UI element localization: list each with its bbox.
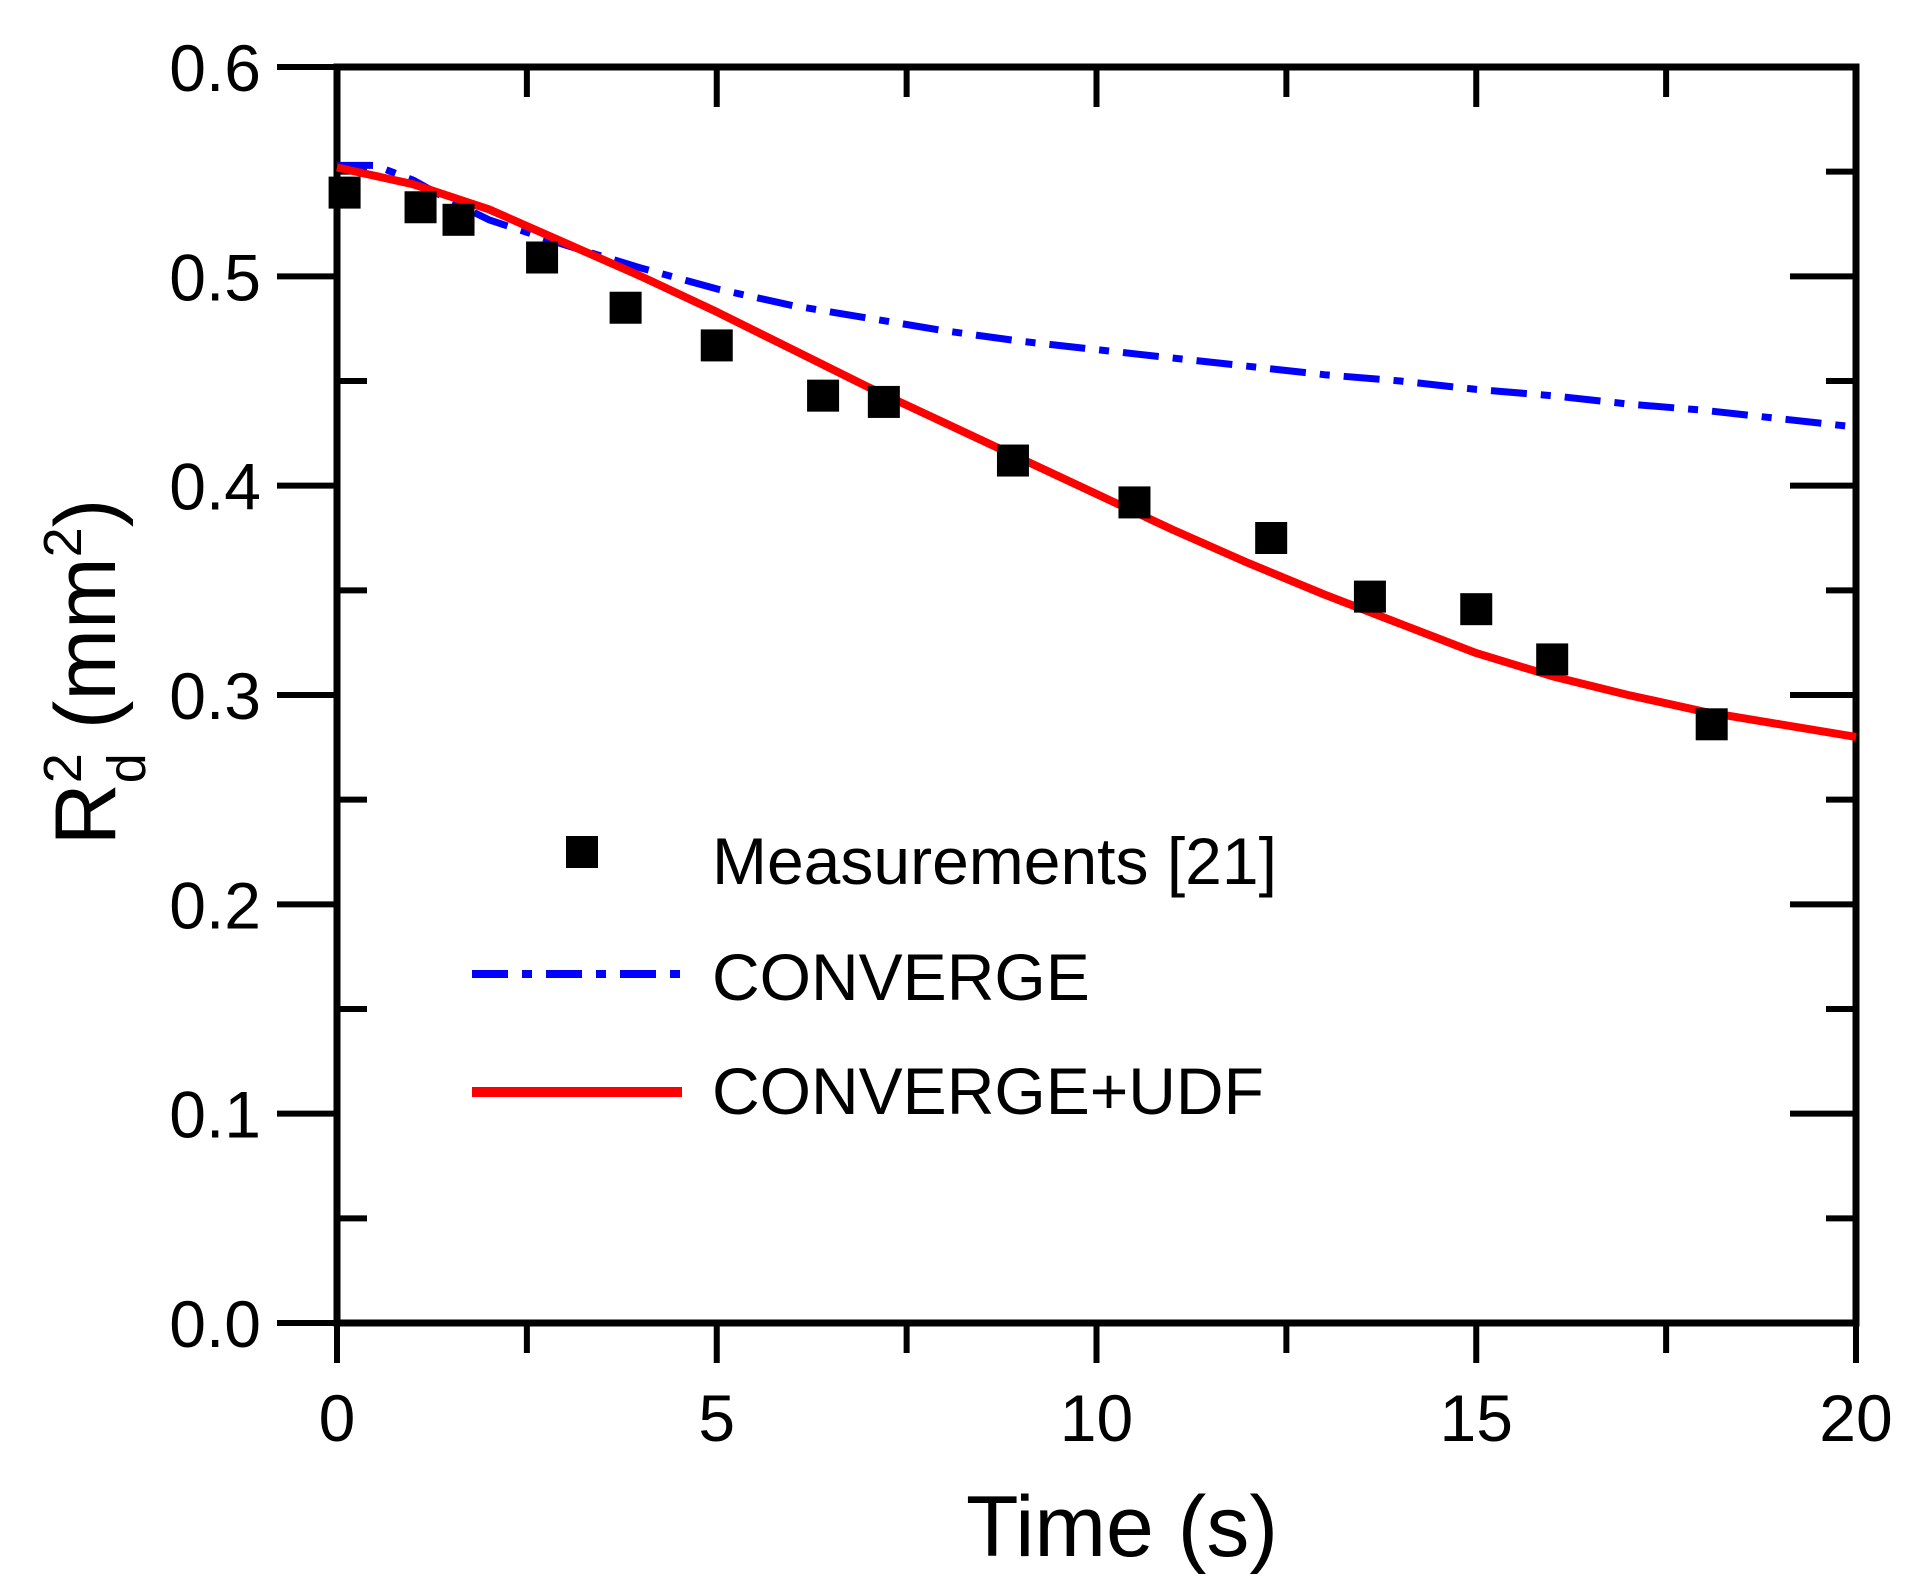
legend-label-converge-udf: CONVERGE+UDF [712, 1054, 1264, 1128]
measurement-point [1118, 486, 1151, 519]
measurement-point [867, 385, 900, 418]
y-axis-title-base: R [38, 783, 134, 845]
y-tick-label: 0.5 [169, 240, 261, 314]
series-line-converge-udf [336, 163, 1857, 741]
x-tick-label: 15 [1440, 1381, 1513, 1455]
measurement-point [1695, 708, 1728, 741]
y-tick-label: 0.3 [169, 659, 261, 733]
y-tick-label: 0.0 [169, 1287, 261, 1361]
y-axis-title-sup: 2 [33, 753, 93, 783]
measurement-point [526, 241, 559, 274]
measurement-point [1536, 643, 1569, 676]
y-tick-labels: 0.0 0.1 0.2 0.3 0.4 0.5 0.6 [169, 31, 261, 1361]
y-tick-label: 0.2 [169, 868, 261, 942]
x-tick-label: 5 [698, 1381, 735, 1455]
y-tick-label: 0.1 [169, 1078, 261, 1152]
measurement-point [1460, 593, 1493, 626]
y-tick-label: 0.4 [169, 450, 261, 524]
measurement-point [807, 379, 840, 412]
measurement-point [996, 444, 1029, 477]
legend-label-measurements: Measurements [21] [712, 824, 1277, 898]
legend-label-converge: CONVERGE [712, 940, 1090, 1014]
measurement-point [700, 329, 733, 362]
measurement-point [404, 191, 437, 224]
legend-marker-measurements [566, 836, 598, 868]
y-axis-title-unit-sup: 2 [33, 527, 93, 557]
y-axis-title: R2d (mm2) [33, 499, 157, 846]
y-axis-title-unit: (mm [38, 557, 134, 753]
x-axis-title: Time (s) [966, 1479, 1278, 1575]
y-tick-label: 0.6 [169, 31, 261, 105]
x-tick-label: 0 [319, 1381, 356, 1455]
y-axis-title-sub: d [97, 753, 157, 783]
x-tick-label: 20 [1819, 1381, 1892, 1455]
measurement-point [442, 203, 475, 236]
measurement-point [1353, 580, 1386, 613]
axis-ticks [277, 64, 1859, 1363]
legend: Measurements [21] CONVERGE CONVERGE+UDF [472, 824, 1277, 1128]
plot-series [328, 161, 1857, 741]
measurement-point [328, 176, 361, 209]
x-tick-labels: 0 5 10 15 20 [319, 1381, 1893, 1455]
x-tick-label: 10 [1060, 1381, 1133, 1455]
y-axis-title-unit-close: ) [38, 499, 134, 528]
measurement-point [609, 291, 642, 324]
series-line-converge [337, 161, 1857, 431]
measurement-point [1255, 522, 1288, 554]
